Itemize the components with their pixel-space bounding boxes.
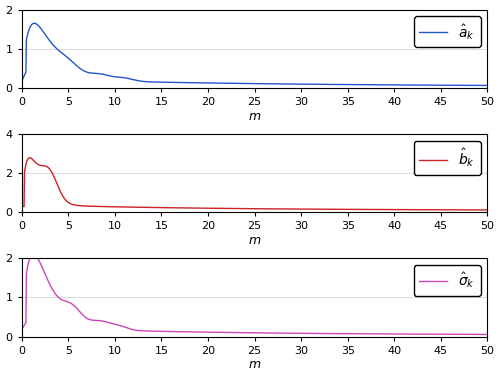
X-axis label: m: m [248,234,260,247]
Legend: $\hat{\sigma}_k$: $\hat{\sigma}_k$ [414,265,480,296]
Legend: $\hat{b}_k$: $\hat{b}_k$ [414,141,480,175]
X-axis label: m: m [248,110,260,123]
X-axis label: m: m [248,359,260,371]
Legend: $\hat{a}_k$: $\hat{a}_k$ [414,17,480,47]
